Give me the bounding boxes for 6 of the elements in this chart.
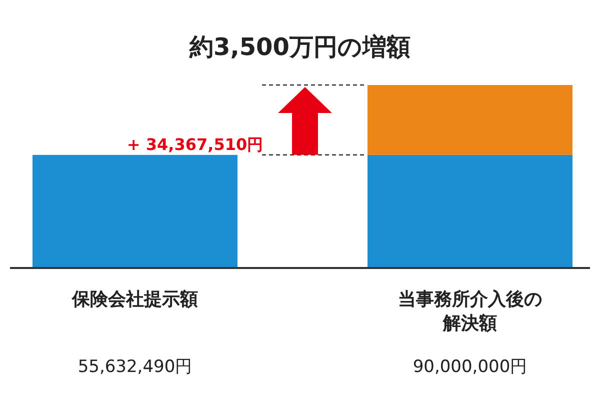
text: 90,000,000円 [412, 357, 528, 377]
chart-title: 約3,500万円の増額 [188, 33, 410, 61]
text: 55,632,490円 [78, 357, 192, 377]
x-tick-label: 保険会社提示額 [71, 289, 198, 310]
annotation: + 34,367,510円 [126, 135, 264, 154]
x-tick-label: 当事務所介入後の解決額 [398, 289, 542, 334]
